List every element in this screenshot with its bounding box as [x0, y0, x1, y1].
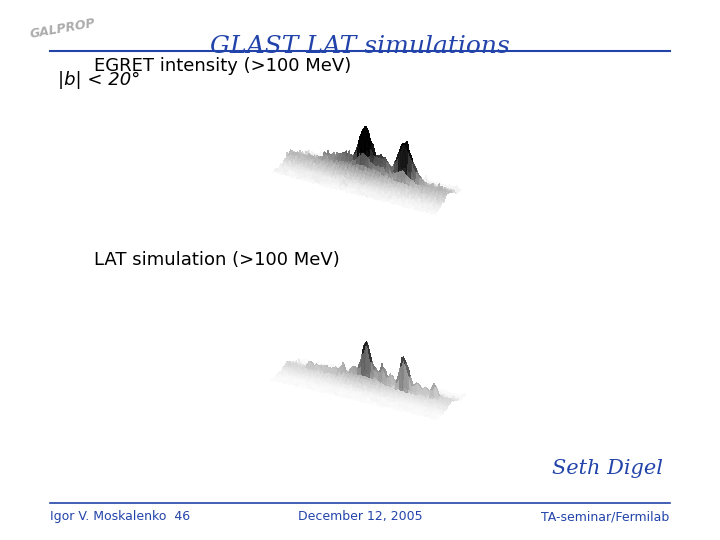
Text: TA-seminar/Fermilab: TA-seminar/Fermilab: [541, 510, 670, 523]
Text: EGRET intensity (>100 MeV): EGRET intensity (>100 MeV): [94, 57, 351, 75]
Text: Seth Digel: Seth Digel: [552, 459, 662, 478]
Text: Igor V. Moskalenko  46: Igor V. Moskalenko 46: [50, 510, 191, 523]
Text: GALPROP: GALPROP: [29, 16, 96, 40]
Text: December 12, 2005: December 12, 2005: [297, 510, 423, 523]
Text: GLAST LAT simulations: GLAST LAT simulations: [210, 35, 510, 58]
Text: |b| < 20°: |b| < 20°: [58, 71, 140, 89]
Text: LAT simulation (>100 MeV): LAT simulation (>100 MeV): [94, 251, 339, 269]
